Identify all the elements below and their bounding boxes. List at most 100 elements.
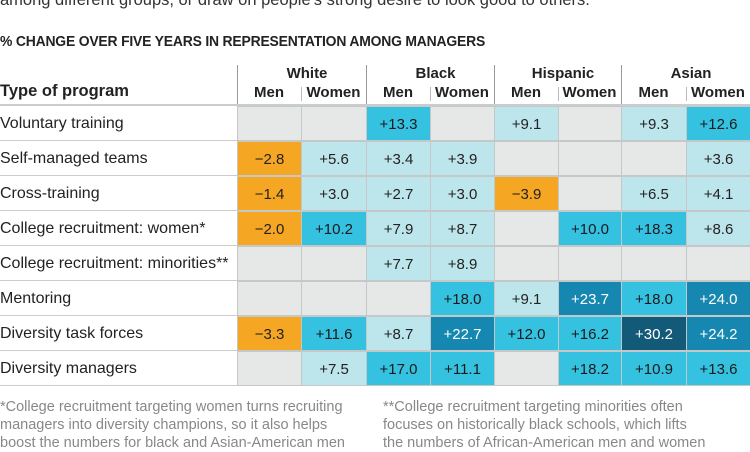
heatmap-cell-empty <box>558 106 622 141</box>
heatmap-cell: +12.0 <box>494 316 559 351</box>
table-row: College recruitment: women* −2.0 +10.2 +7.9… <box>0 211 750 246</box>
table-row: Diversity managers +7.5 +17.0 +11.1 +18.2 +10… <box>0 351 750 386</box>
table-row: Mentoring +18.0 +9.1 +23.7 +18.0 +24.0 <box>0 281 750 316</box>
heatmap-cell: +5.6 <box>301 141 367 176</box>
heatmap-cell-empty <box>558 176 622 211</box>
heatmap-cell: +18.0 <box>621 281 687 316</box>
heatmap-cell: +8.6 <box>686 211 750 246</box>
subgroup-label: Women <box>306 84 361 101</box>
group-header-white: White <box>237 65 366 105</box>
table-row: Cross-training −1.4 +3.0 +2.7 +3.0 −3.9 +6.5 +4… <box>0 176 750 211</box>
heatmap-cell: +7.9 <box>366 211 431 246</box>
heatmap-cell: +6.5 <box>621 176 687 211</box>
table-row: Voluntary training +13.3 +9.1 +9.3 +12.6 <box>0 106 750 141</box>
row-label: Diversity managers <box>0 360 137 377</box>
heatmap-cell-empty <box>301 281 367 316</box>
subgroup-label: Men <box>638 84 669 101</box>
heatmap-cell-empty <box>301 246 367 281</box>
heatmap-cell: +12.6 <box>686 106 750 141</box>
heatmap-cell: +3.0 <box>301 176 367 211</box>
heatmap-cell-empty <box>494 211 559 246</box>
heatmap-cell-empty <box>558 141 622 176</box>
heatmap-cell-empty <box>686 246 750 281</box>
heatmap-cell-empty <box>558 246 622 281</box>
heatmap-cell: +9.1 <box>494 106 559 141</box>
subgroup-label: Men <box>383 84 413 101</box>
heatmap-cell: +10.2 <box>301 211 367 246</box>
heatmap-cell: +8.7 <box>366 316 431 351</box>
heatmap-cell: +10.0 <box>558 211 622 246</box>
row-label: Voluntary training <box>0 115 124 132</box>
heatmap-cell-empty <box>430 106 495 141</box>
table-row: Self-managed teams −2.8 +5.6 +3.4 +3.9 +3.6 <box>0 141 750 176</box>
intro-text: among different groups, or draw on peopl… <box>0 0 590 9</box>
divider <box>301 87 302 101</box>
heatmap-cell: −2.0 <box>237 211 302 246</box>
heatmap-cell: +10.9 <box>621 351 687 386</box>
footnote-line: managers into diversity champions, so it… <box>0 417 328 433</box>
heatmap-cell: +3.0 <box>430 176 495 211</box>
footnote-minorities: **College recruitment targeting minoriti… <box>383 398 750 452</box>
heatmap-cell-empty <box>366 281 431 316</box>
row-label: College recruitment: women* <box>0 220 206 237</box>
heatmap-cell: +8.7 <box>430 211 495 246</box>
heatmap-cell-empty <box>237 106 302 141</box>
group-label: Black <box>415 65 456 82</box>
heatmap-cell: +9.1 <box>494 281 559 316</box>
heatmap-cell: +30.2 <box>621 316 687 351</box>
heatmap-cell: +11.1 <box>430 351 495 386</box>
footnote-line: the numbers of African-American men and … <box>383 435 706 451</box>
heatmap-cell: +13.6 <box>686 351 750 386</box>
table-row: College recruitment: minorities** +7.7 +8.… <box>0 246 750 281</box>
heatmap-cell: +7.5 <box>301 351 367 386</box>
heatmap-cell: +11.6 <box>301 316 367 351</box>
heatmap-cell-empty <box>237 281 302 316</box>
heatmap-cell: +3.9 <box>430 141 495 176</box>
heatmap-cell: +24.2 <box>686 316 750 351</box>
heatmap-cell: +16.2 <box>558 316 622 351</box>
group-label: Asian <box>670 65 712 82</box>
heatmap-table: Voluntary training +13.3 +9.1 +9.3 +12.6 Self… <box>0 104 750 386</box>
heatmap-cell: +23.7 <box>558 281 622 316</box>
row-label: Self-managed teams <box>0 150 148 167</box>
subgroup-label: Women <box>562 84 617 101</box>
heatmap-cell: +18.2 <box>558 351 622 386</box>
heatmap-cell: +7.7 <box>366 246 431 281</box>
subgroup-label: Men <box>511 84 541 101</box>
heatmap-cell-empty <box>621 141 687 176</box>
column-headers: White Men Women Black Men Women Hispanic Men Wom… <box>237 65 750 105</box>
footnote-women: *College recruitment targeting women tur… <box>0 398 370 452</box>
group-label: Hispanic <box>531 65 595 82</box>
heatmap-cell: +18.0 <box>430 281 495 316</box>
heatmap-cell: +2.7 <box>366 176 431 211</box>
heatmap-cell: −3.3 <box>237 316 302 351</box>
divider <box>430 87 431 101</box>
row-label: College recruitment: minorities** <box>0 255 229 272</box>
table-row: Diversity task forces −3.3 +11.6 +8.7 +22.7 +… <box>0 316 750 351</box>
footnote-line: boost the numbers for black and Asian-Am… <box>0 435 345 451</box>
heatmap-cell: −1.4 <box>237 176 302 211</box>
heatmap-cell: +22.7 <box>430 316 495 351</box>
heatmap-cell-empty <box>494 351 559 386</box>
row-label: Cross-training <box>0 185 100 202</box>
footnote-line: *College recruitment targeting women tur… <box>0 399 343 415</box>
heatmap-cell: +18.3 <box>621 211 687 246</box>
group-label: White <box>286 65 328 82</box>
footnote-line: focuses on historically black schools, w… <box>383 417 687 433</box>
heatmap-cell: +24.0 <box>686 281 750 316</box>
heatmap-cell: −3.9 <box>494 176 559 211</box>
heatmap-cell: +9.3 <box>621 106 687 141</box>
heatmap-cell-empty <box>237 246 302 281</box>
subgroup-label: Women <box>691 84 745 101</box>
footnote-line: **College recruitment targeting minoriti… <box>383 399 683 415</box>
heatmap-cell: +13.3 <box>366 106 431 141</box>
subgroup-label: Women <box>435 84 489 101</box>
divider <box>686 87 687 101</box>
heatmap-cell-empty <box>494 246 559 281</box>
chart-title: % CHANGE OVER FIVE YEARS IN REPRESENTATI… <box>0 34 486 50</box>
row-header: Type of program <box>0 82 129 100</box>
heatmap-cell: +3.6 <box>686 141 750 176</box>
heatmap-cell: +4.1 <box>686 176 750 211</box>
subgroup-label: Men <box>254 84 284 101</box>
group-header-hispanic: Hispanic <box>494 65 621 105</box>
